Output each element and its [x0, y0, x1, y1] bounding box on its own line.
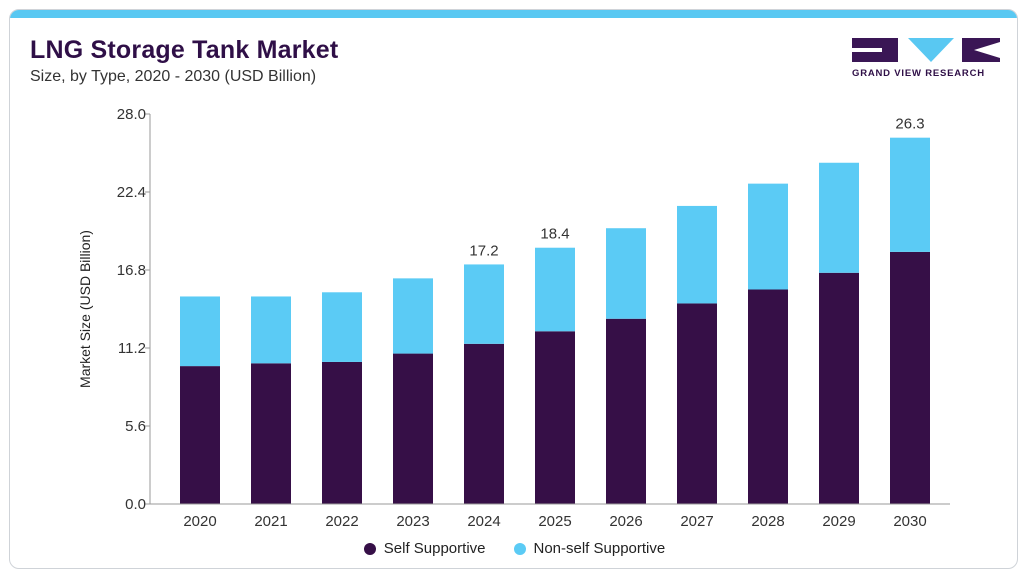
bar-self-supportive-2029 — [819, 272, 859, 504]
bar-self-supportive-2028 — [748, 289, 788, 504]
x-tick-label: 2021 — [254, 513, 287, 530]
data-label-total: 17.2 — [469, 242, 498, 259]
bars — [180, 137, 930, 504]
grand-view-research-logo — [852, 38, 1000, 62]
bar-non-self-supportive-2021 — [251, 296, 291, 364]
y-tick-label: 0.0 — [125, 496, 146, 513]
x-tick-label: 2027 — [680, 513, 713, 530]
y-tick-label: 16.8 — [117, 262, 146, 279]
bar-non-self-supportive-2030 — [890, 137, 930, 252]
bar-self-supportive-2025 — [535, 331, 575, 504]
x-tick-label: 2020 — [183, 513, 216, 530]
bar-self-supportive-2022 — [322, 361, 362, 504]
legend-label-non-self-supportive: Non-self Supportive — [533, 540, 666, 557]
y-tick-label: 22.4 — [117, 184, 146, 201]
x-tick-label: 2023 — [396, 513, 429, 530]
legend-item-self-supportive: Self Supportive — [363, 540, 486, 557]
stacked-bar-chart: 0.05.611.216.822.428.0 2020 2021 2022 2023 2… — [77, 106, 950, 530]
bar-self-supportive-2024 — [464, 343, 504, 504]
logo-notch-right — [974, 42, 1000, 58]
x-tick-label: 2029 — [822, 513, 855, 530]
bar-non-self-supportive-2023 — [393, 278, 433, 354]
x-tick-label: 2026 — [609, 513, 642, 530]
legend-item-non-self-supportive: Non-self Supportive — [513, 540, 666, 557]
bar-non-self-supportive-2024 — [464, 264, 504, 344]
chart-subtitle: Size, by Type, 2020 - 2030 (USD Billion) — [30, 68, 317, 85]
bar-self-supportive-2026 — [606, 318, 646, 504]
legend-swatch-non-self-supportive — [513, 542, 526, 555]
bar-non-self-supportive-2025 — [535, 247, 575, 332]
y-axis: 0.0 5.6 11.2 16.8 22.4 28.0 — [117, 106, 151, 513]
chart-title: LNG Storage Tank Market — [30, 36, 339, 64]
logo-triangle — [908, 38, 954, 62]
bar-self-supportive-2021 — [251, 363, 291, 504]
data-label-total: 26.3 — [895, 116, 924, 133]
legend: Self Supportive Non-self Supportive — [10, 540, 1017, 557]
bar-non-self-supportive-2027 — [677, 205, 717, 304]
total-labels: 17.2 18.4 26.3 — [469, 116, 924, 260]
bar-self-supportive-2023 — [393, 353, 433, 504]
x-tick-label: 2022 — [325, 513, 358, 530]
x-tick-label: 2030 — [893, 513, 926, 530]
bar-self-supportive-2020 — [180, 366, 220, 504]
bar-non-self-supportive-2020 — [180, 296, 220, 367]
bar-non-self-supportive-2026 — [606, 228, 646, 319]
bar-non-self-supportive-2029 — [819, 162, 859, 273]
legend-swatch-self-supportive — [363, 542, 376, 555]
accent-top-bar — [10, 10, 1017, 18]
logo-text: GRAND VIEW RESEARCH — [852, 68, 985, 79]
y-axis-title: Market Size (USD Billion) — [77, 230, 93, 388]
chart-card: LNG Storage Tank Market Size, by Type, 2… — [9, 9, 1018, 569]
y-tick-label: 11.2 — [118, 340, 146, 357]
y-tick-label: 5.6 — [125, 418, 146, 435]
bar-self-supportive-2027 — [677, 303, 717, 504]
bar-non-self-supportive-2028 — [748, 183, 788, 290]
x-tick-label: 2025 — [538, 513, 571, 530]
x-axis: 2020 2021 2022 2023 2024 2025 2026 2027 2028 2029… — [150, 503, 950, 530]
data-label-total: 18.4 — [540, 226, 569, 243]
x-tick-label: 2028 — [751, 513, 784, 530]
logo-gap-left — [852, 48, 882, 52]
legend-label-self-supportive: Self Supportive — [383, 540, 486, 557]
bar-non-self-supportive-2022 — [322, 292, 362, 362]
y-tick-label: 28.0 — [117, 106, 146, 123]
x-tick-label: 2024 — [467, 513, 500, 530]
bar-self-supportive-2030 — [890, 251, 930, 504]
